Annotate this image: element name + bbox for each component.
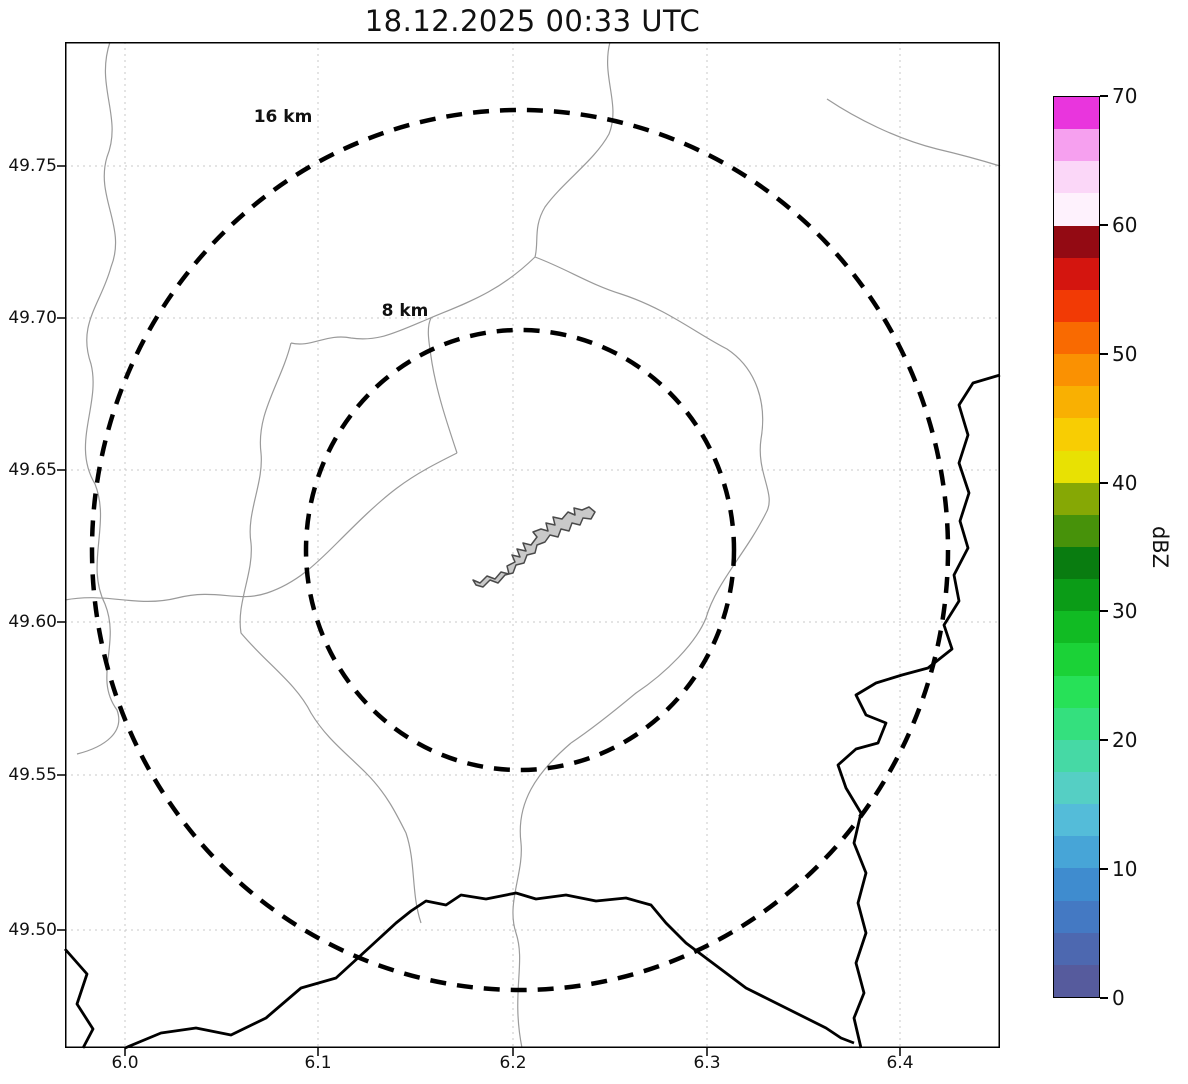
- colorbar-tick-label: 0: [1112, 986, 1125, 1010]
- y-tick-label: 49.60: [8, 612, 57, 632]
- y-tick-label: 49.50: [8, 920, 57, 940]
- range-ring-outer-label: 16 km: [253, 107, 313, 127]
- range-ring-inner: [303, 327, 737, 773]
- colorbar-tick-mark: [1100, 482, 1108, 484]
- x-tick-label: 6.0: [111, 1053, 139, 1073]
- colorbar-axis-label: dBZ: [1148, 525, 1172, 569]
- country-border-lines: [63, 373, 1001, 1050]
- colorbar-tick-mark: [1100, 224, 1108, 226]
- colorbar-tick-mark: [1100, 868, 1108, 870]
- y-tick-label: 49.75: [8, 156, 57, 176]
- colorbar-tick-label: 40: [1112, 471, 1138, 495]
- x-tick-label: 6.4: [886, 1053, 914, 1073]
- colorbar-tick-mark: [1100, 610, 1108, 612]
- x-tick-label: 6.2: [499, 1053, 527, 1073]
- map-plot-area: [57, 41, 1001, 1056]
- colorbar-tick-label: 10: [1112, 857, 1138, 881]
- plot-title: 18.12.2025 00:33 UTC: [364, 4, 701, 38]
- colorbar-tick-label: 70: [1112, 84, 1138, 108]
- colorbar-tick-mark: [1100, 739, 1108, 741]
- y-tick-label: 49.70: [8, 308, 57, 328]
- colorbar-tick-label: 30: [1112, 599, 1138, 623]
- admin-boundary-lines: [64, 41, 1001, 1049]
- colorbar-tick-label: 20: [1112, 728, 1138, 752]
- colorbar-tick-label: 60: [1112, 213, 1138, 237]
- x-tick-label: 6.3: [693, 1053, 721, 1073]
- colorbar-gradient: [1053, 96, 1100, 998]
- map-svg: [57, 41, 1001, 1056]
- colorbar-tick-mark: [1100, 353, 1108, 355]
- axis-tick-marks: [57, 165, 901, 1056]
- colorbar-tick-label: 50: [1112, 342, 1138, 366]
- colorbar-tick-mark: [1100, 95, 1108, 97]
- plot-frame: [65, 42, 1000, 1048]
- city-area-polygon: [472, 506, 596, 588]
- colorbar-tick-mark: [1100, 997, 1108, 999]
- y-tick-label: 49.55: [8, 765, 57, 785]
- y-tick-label: 49.65: [8, 460, 57, 480]
- range-ring-inner-label: 8 km: [381, 301, 429, 321]
- x-tick-label: 6.1: [304, 1053, 332, 1073]
- range-ring-outer: [89, 107, 951, 993]
